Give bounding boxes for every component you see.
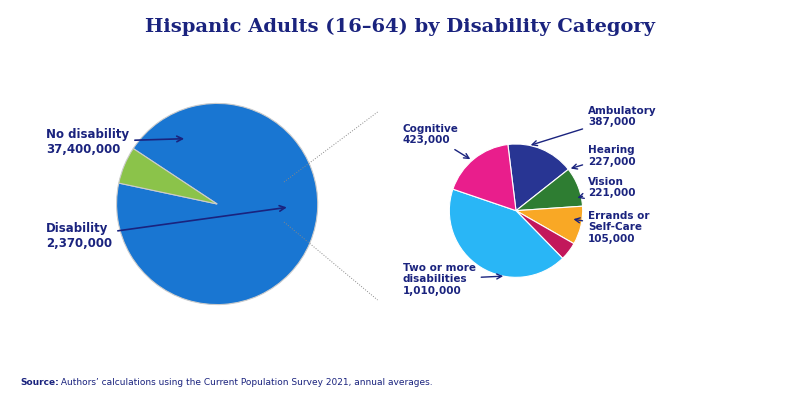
- Text: Source:: Source:: [20, 378, 58, 387]
- Text: Disability
2,370,000: Disability 2,370,000: [46, 206, 285, 250]
- Wedge shape: [118, 148, 217, 204]
- Text: Authors’ calculations using the Current Population Survey 2021, annual averages.: Authors’ calculations using the Current …: [58, 378, 432, 387]
- Text: Two or more
disabilities
1,010,000: Two or more disabilities 1,010,000: [402, 263, 502, 296]
- Text: Ambulatory
387,000: Ambulatory 387,000: [532, 106, 657, 146]
- Wedge shape: [508, 144, 568, 211]
- Wedge shape: [117, 104, 318, 304]
- Text: No disability
37,400,000: No disability 37,400,000: [46, 128, 182, 156]
- Wedge shape: [516, 206, 582, 244]
- Text: Vision
221,000: Vision 221,000: [579, 176, 635, 198]
- Text: Errands or
Self-Care
105,000: Errands or Self-Care 105,000: [575, 211, 650, 244]
- Text: Hearing
227,000: Hearing 227,000: [572, 145, 636, 169]
- Wedge shape: [516, 211, 574, 258]
- Text: Cognitive
423,000: Cognitive 423,000: [402, 124, 469, 158]
- Wedge shape: [453, 144, 516, 211]
- Text: Hispanic Adults (16–64) by Disability Category: Hispanic Adults (16–64) by Disability Ca…: [145, 18, 655, 36]
- Wedge shape: [516, 169, 582, 211]
- Wedge shape: [450, 189, 562, 277]
